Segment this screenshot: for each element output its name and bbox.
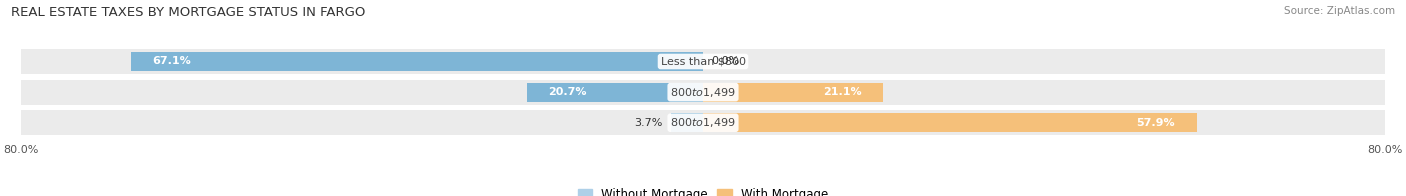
Text: 57.9%: 57.9% [1136,118,1175,128]
Bar [703,83,883,102]
Text: Source: ZipAtlas.com: Source: ZipAtlas.com [1284,6,1395,16]
Bar [21,49,1385,74]
Text: $800 to $1,499: $800 to $1,499 [671,86,735,99]
Bar [21,80,1385,105]
Text: 21.1%: 21.1% [823,87,862,97]
Legend: Without Mortgage, With Mortgage: Without Mortgage, With Mortgage [574,183,832,196]
Text: $800 to $1,499: $800 to $1,499 [671,116,735,129]
Bar [21,110,1385,135]
Bar [131,52,703,71]
Text: 3.7%: 3.7% [634,118,664,128]
Text: 67.1%: 67.1% [152,56,191,66]
Bar [672,113,703,132]
Text: REAL ESTATE TAXES BY MORTGAGE STATUS IN FARGO: REAL ESTATE TAXES BY MORTGAGE STATUS IN … [11,6,366,19]
Text: 20.7%: 20.7% [548,87,586,97]
Bar [527,83,703,102]
Text: Less than $800: Less than $800 [661,56,745,66]
Bar [703,113,1197,132]
Text: 0.0%: 0.0% [711,56,740,66]
